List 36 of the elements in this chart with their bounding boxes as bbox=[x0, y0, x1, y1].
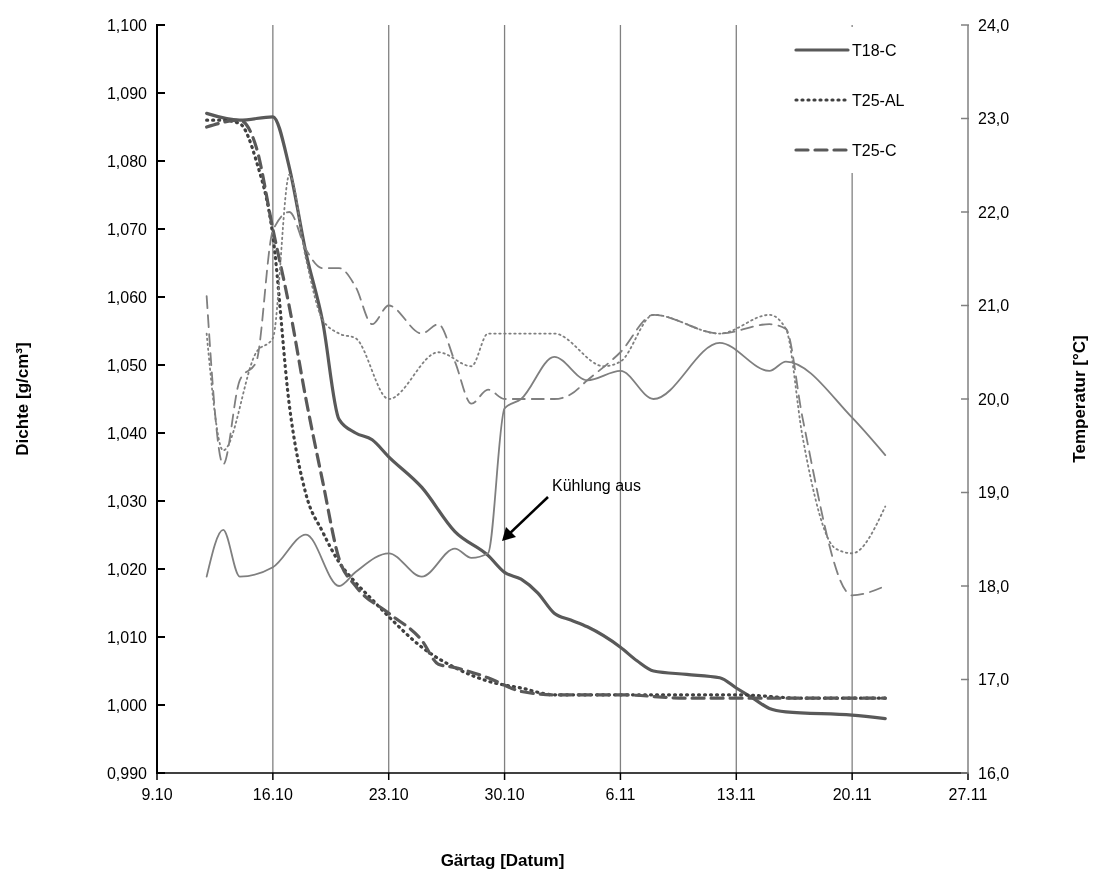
y2-tick-label: 22,0 bbox=[978, 203, 1010, 221]
x-tick-label: 6.11 bbox=[605, 786, 636, 803]
x-axis-title: Gärtag [Datum] bbox=[440, 851, 565, 870]
y-tick-label: 1,090 bbox=[106, 84, 148, 102]
y-tick-label: 1,020 bbox=[106, 560, 148, 578]
x-tick-label: 13.11 bbox=[716, 786, 756, 803]
y-tick-label: 1,010 bbox=[106, 628, 148, 646]
x-tick-label: 23.10 bbox=[368, 786, 409, 803]
y2-tick-label: 17,0 bbox=[978, 671, 1010, 689]
y2-axis-title: Temperatur [°C] bbox=[1070, 335, 1089, 463]
y2-tick-label: 21,0 bbox=[978, 297, 1010, 315]
annotation: Kühlung aus bbox=[552, 477, 641, 494]
x-tick-label: 30.10 bbox=[484, 786, 525, 803]
y-tick-label: 1,030 bbox=[106, 492, 148, 510]
y-axis-title: Dichte [g/cm³] bbox=[13, 342, 32, 456]
x-tick-label: 16.10 bbox=[252, 786, 293, 803]
legend-label: T18-C bbox=[852, 41, 897, 59]
y-tick-label: 1,050 bbox=[106, 356, 148, 374]
y-tick-label: 1,100 bbox=[106, 16, 148, 34]
x-tick-label: 27.11 bbox=[948, 786, 988, 803]
y2-tick-label: 20,0 bbox=[978, 390, 1010, 408]
y2-tick-label: 16,0 bbox=[978, 764, 1010, 782]
y2-tick-label: 24,0 bbox=[978, 16, 1010, 34]
x-tick-label: 9.10 bbox=[141, 786, 173, 803]
y-tick-label: 1,000 bbox=[106, 696, 148, 714]
x-tick-label: 20.11 bbox=[832, 786, 872, 803]
y-tick-label: 0,990 bbox=[106, 764, 148, 782]
y2-tick-label: 23,0 bbox=[978, 110, 1010, 128]
legend-label: T25-C bbox=[852, 141, 897, 159]
y-tick-label: 1,040 bbox=[106, 424, 148, 442]
y-tick-label: 1,060 bbox=[106, 288, 148, 306]
y-tick-label: 1,080 bbox=[106, 152, 148, 170]
y2-tick-label: 19,0 bbox=[978, 484, 1010, 502]
legend-label: T25-AL bbox=[852, 91, 905, 109]
y-tick-label: 1,070 bbox=[106, 220, 148, 238]
y2-tick-label: 18,0 bbox=[978, 577, 1010, 595]
